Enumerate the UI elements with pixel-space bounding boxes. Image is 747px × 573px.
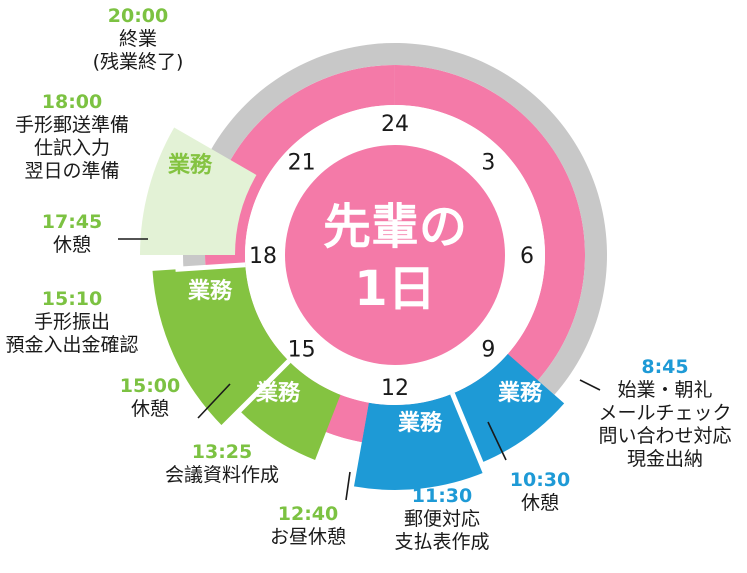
- event-description: メールチェック: [598, 402, 731, 424]
- clock-number: 9: [481, 337, 495, 362]
- event-description: 終業: [119, 28, 157, 50]
- lunch-arc: [325, 394, 369, 443]
- event-time: 10:30: [510, 469, 570, 491]
- leader-line: [197, 383, 231, 419]
- work-arc: [353, 393, 485, 490]
- segment-label: 業務: [498, 380, 543, 406]
- segment-label: 業務: [398, 410, 443, 436]
- offtime-arc: [182, 42, 607, 395]
- title-line1: 先輩の: [323, 199, 467, 255]
- work-arc: [452, 353, 565, 463]
- leader-line: [487, 421, 507, 461]
- clock-number: 15: [288, 337, 316, 362]
- event-description: 始業・朝礼: [617, 379, 712, 401]
- segment-label: 業務: [256, 380, 301, 406]
- event-time: 12:40: [278, 503, 338, 525]
- event-description: 手形郵送準備: [15, 114, 129, 136]
- event-description: 仕訳入力: [34, 137, 110, 159]
- event-description: お昼休憩: [270, 526, 346, 548]
- leader-line: [579, 379, 601, 391]
- event-time: 11:30: [412, 485, 472, 507]
- event-description: 翌日の準備: [24, 160, 119, 182]
- clock-number: 21: [288, 151, 316, 176]
- center-circle: [285, 145, 505, 365]
- leader-line: [345, 471, 351, 501]
- work-arc: [152, 264, 289, 427]
- event-time: 13:25: [192, 441, 252, 463]
- segment-label: 業務: [188, 278, 233, 304]
- event-description: 郵便対応: [404, 508, 480, 530]
- event-time: 17:45: [42, 211, 102, 233]
- clock-numbers: 24 3 6 9 12 15 18 21: [249, 112, 534, 401]
- overtime-arc: [140, 127, 257, 255]
- event-description: 休憩: [131, 398, 169, 420]
- event-description: 会議資料作成: [165, 464, 279, 486]
- event-description: 手形振出: [34, 311, 110, 333]
- clock-number: 12: [381, 376, 409, 401]
- leader-lines: [118, 238, 601, 501]
- break-gap: [450, 392, 490, 478]
- clock-number: 24: [381, 112, 409, 137]
- break-gap: [216, 359, 291, 434]
- segment-label: 業務: [168, 152, 213, 178]
- event-time: 15:10: [42, 288, 102, 310]
- event-description: 休憩: [521, 492, 559, 514]
- clock-number: 18: [249, 244, 277, 269]
- event-labels: 20:00終業(残業終了)18:00手形郵送準備仕訳入力翌日の準備17:45休憩…: [5, 5, 731, 553]
- event-time: 20:00: [108, 5, 168, 27]
- clock-number: 3: [481, 151, 495, 176]
- event-description: 問い合わせ対応: [598, 425, 731, 447]
- event-time: 18:00: [42, 91, 102, 113]
- event-time: 15:00: [120, 375, 180, 397]
- event-description: 休憩: [53, 234, 91, 256]
- event-description: 現金出納: [627, 448, 703, 470]
- event-description: 支払表作成: [394, 531, 489, 553]
- title-line2: 1日: [354, 261, 435, 317]
- break-gap: [175, 262, 246, 272]
- schedule-arcs: [140, 42, 607, 490]
- clock-number: 6: [520, 244, 534, 269]
- event-time: 8:45: [641, 356, 688, 378]
- event-description: (残業終了): [93, 51, 184, 73]
- event-description: 預金入出金確認: [5, 334, 138, 356]
